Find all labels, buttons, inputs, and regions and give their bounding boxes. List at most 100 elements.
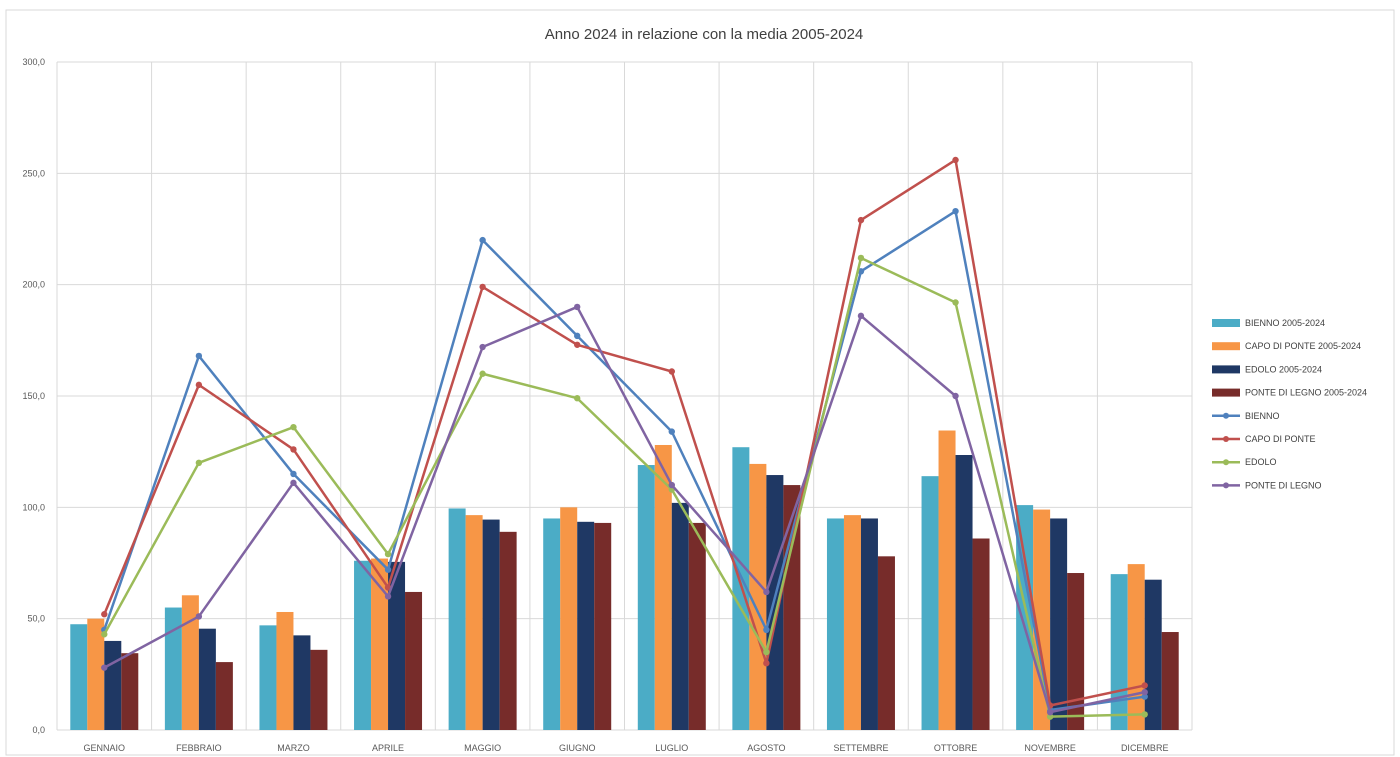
legend-label: PONTE DI LEGNO [1245,480,1322,490]
legend-swatch [1212,342,1240,351]
bar [637,465,655,730]
chart-title: Anno 2024 in relazione con la media 2005… [545,26,864,43]
y-tick-label: 150,0 [22,391,45,401]
bar [371,558,389,730]
series-line [103,256,1145,718]
x-tick-label: SETTEMBRE [833,743,888,753]
bars-layer [70,430,1179,730]
x-tick-label: DICEMBRE [1121,743,1169,753]
bar-series [70,447,1128,730]
legend-marker [1223,459,1229,466]
x-tick-label: LUGLIO [655,743,688,753]
legend-label: BIENNO 2005-2024 [1245,318,1325,328]
legend-item: EDOLO 2005-2024 [1212,364,1322,374]
legend-swatch [1212,319,1240,327]
line-point [574,395,581,402]
bar [121,653,139,730]
x-tick-label: GIUGNO [559,743,596,753]
bar [465,515,483,730]
line-point [857,216,865,224]
bar-series [104,455,1162,730]
bar [181,595,199,730]
series-line [103,209,1145,712]
bar [560,507,578,730]
legend-item: BIENNO 2005-2024 [1212,318,1325,328]
lines-layer [101,156,1148,720]
line-point [195,459,203,466]
line-point [384,593,392,600]
bar [198,628,216,730]
legend-label: CAPO DI PONTE 2005-2024 [1245,341,1361,351]
legend-swatch [1212,365,1240,374]
line-point [479,370,486,377]
line-point [668,428,675,435]
y-tick-label: 250,0 [22,168,45,178]
line-point [952,207,959,215]
bar [972,538,990,730]
line-point [195,352,203,360]
line-point [101,611,108,618]
line-point [290,446,297,453]
bar [215,662,233,730]
bar [594,522,612,730]
bar [955,455,973,730]
bar [1067,573,1085,730]
bar [766,475,784,730]
bar [87,618,105,730]
series-line [103,158,1145,707]
x-tick-label: NOVEMBRE [1024,743,1076,753]
bar-series [121,485,1179,730]
line-point [574,341,581,348]
bar [1144,579,1162,730]
chart-frame [5,9,1395,756]
bar [482,519,500,730]
bar [499,531,517,730]
y-tick-label: 300,0 [22,57,45,67]
line-point [857,312,865,320]
line-point [763,648,770,656]
grid-layer [56,61,1193,731]
legend-marker [1223,412,1229,419]
legend-label: CAPO DI PONTE [1245,434,1316,444]
legend-item: CAPO DI PONTE 2005-2024 [1212,341,1361,351]
bar [293,635,311,730]
line-point [290,479,297,487]
bar [1127,564,1145,730]
line-point [479,283,486,291]
line-point [952,156,959,164]
legend-label: EDOLO [1245,457,1277,467]
line-point [195,381,203,389]
line-point [1046,713,1054,720]
legend-marker [1223,482,1229,489]
legend-item: PONTE DI LEGNO [1212,480,1322,490]
bar [310,649,328,730]
bar [259,625,277,730]
x-tick-label: FEBBRAIO [176,743,222,753]
bar [354,560,372,730]
line-point [1141,688,1148,696]
line-point [574,332,581,340]
line-point [101,664,108,671]
x-tick-label: GENNAIO [84,743,126,753]
series-line [103,305,1145,714]
line-point [952,392,959,400]
x-tick-label: AGOSTO [747,743,785,753]
line-point [384,566,392,573]
line-point [1046,708,1054,716]
line-point [763,660,770,667]
line-point [101,631,108,638]
bar [405,591,423,730]
bar [938,430,956,730]
y-tick-label: 200,0 [22,280,45,290]
bar [921,476,939,730]
line-point [668,368,675,375]
bar-series [87,430,1145,730]
bar [164,607,182,730]
legend-swatch [1212,388,1240,397]
bar [688,522,706,730]
bar [1110,574,1128,730]
x-tick-label: APRILE [372,743,404,753]
bar [860,518,878,730]
